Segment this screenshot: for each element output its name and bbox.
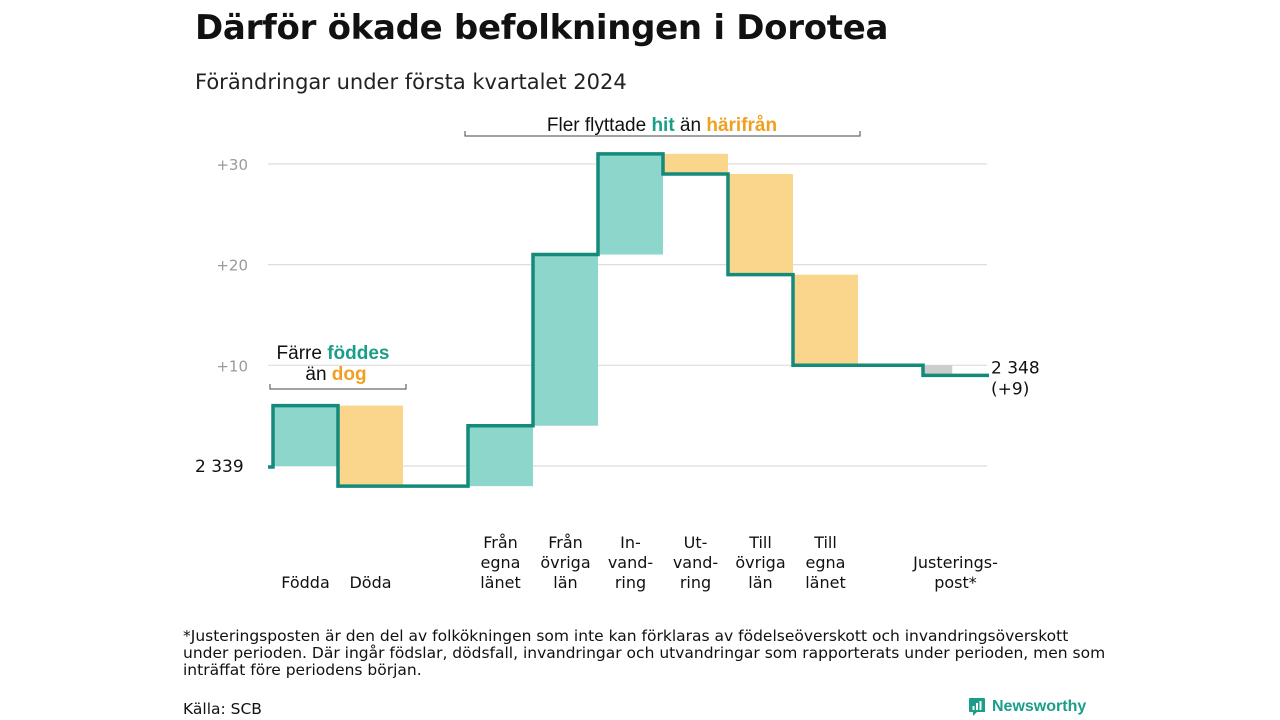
brand-name: Newsworthy	[992, 698, 1087, 715]
annotation-bracket-migration	[464, 131, 861, 137]
y-tick-label: +30	[216, 156, 248, 174]
category-label-till-egna-lanet: Till	[813, 533, 837, 552]
annotation-births-highlight: föddes	[327, 343, 389, 364]
annotation-bracket-births	[269, 384, 407, 390]
category-label-till-egna-lanet: länet	[805, 573, 846, 592]
category-label-doda: Döda	[349, 573, 391, 592]
category-label-fran-egna-lanet: Från	[483, 533, 518, 552]
category-label-utvandring: vand-	[673, 553, 718, 572]
bar-till-egna-lanet	[793, 274, 858, 366]
step-line	[268, 152, 989, 488]
y-tick-label: +10	[216, 357, 248, 375]
bar-invandring	[598, 153, 663, 255]
category-label-utvandring: Ut-	[684, 533, 708, 552]
waterfall-step-line	[268, 152, 989, 488]
svg-text:Färre föddes: Färre föddes	[277, 343, 390, 364]
category-label-fran-ovriga-lan: övriga	[540, 553, 590, 572]
start-value-label: 2 339	[195, 457, 244, 477]
annotation-deaths-text-1: än	[305, 364, 331, 385]
bars	[273, 153, 953, 487]
category-label-fran-ovriga-lan: län	[553, 573, 577, 592]
category-label-fran-ovriga-lan: Från	[548, 533, 583, 552]
category-label-invandring: ring	[615, 573, 646, 592]
category-label-fodda: Födda	[281, 573, 330, 592]
chart-title: Därför ökade befolkningen i Dorotea	[195, 8, 889, 48]
category-label-till-ovriga-lan: län	[748, 573, 772, 592]
bar-fran-ovriga-lan	[533, 254, 598, 426]
category-label-till-egna-lanet: egna	[806, 553, 846, 572]
y-tick-label: +20	[216, 257, 248, 275]
category-label-justeringspost: post*	[934, 573, 977, 592]
annotation-deaths-highlight: dog	[332, 364, 367, 385]
bar-doda	[338, 405, 403, 487]
category-label-till-ovriga-lan: övriga	[735, 553, 785, 572]
annotation-migration-highlight-harifran: härifrån	[706, 115, 777, 136]
source-text: Källa: SCB	[183, 700, 262, 718]
footnote: *Justeringsposten är den del av folkökni…	[183, 627, 1106, 679]
bar-fodda	[273, 405, 338, 466]
bar-fran-egna-lanet	[468, 425, 533, 487]
category-label-invandring: vand-	[608, 553, 653, 572]
svg-text:Fler flyttade hit än härifrån: Fler flyttade hit än härifrån	[547, 115, 777, 136]
bar-till-ovriga-lan	[728, 173, 793, 275]
annotation-births-text-1: Färre	[277, 343, 328, 364]
newsworthy-logo-icon	[969, 698, 985, 716]
category-label-invandring: In-	[620, 533, 641, 552]
bar-justeringspost	[923, 365, 953, 376]
end-value-label: 2 348	[991, 358, 1040, 378]
end-change-label: (+9)	[991, 379, 1029, 399]
category-label-till-ovriga-lan: Till	[748, 533, 772, 552]
annotation-births-deaths: Färre föddes än dog	[269, 343, 407, 390]
svg-text:än dog: än dog	[305, 364, 366, 385]
category-label-utvandring: ring	[680, 573, 711, 592]
category-label-fran-egna-lanet: länet	[480, 573, 521, 592]
category-label-fran-egna-lanet: egna	[481, 553, 521, 572]
bar-utvandring	[663, 153, 728, 174]
annotation-migration-text-1: Fler flyttade	[547, 115, 652, 136]
chart-subtitle: Förändringar under första kvartalet 2024	[195, 70, 627, 94]
newsworthy-brand: Newsworthy	[968, 697, 1086, 717]
annotation-migration: Fler flyttade hit än härifrån	[464, 115, 861, 137]
annotation-migration-text-2: än	[675, 115, 707, 136]
category-label-justeringspost: Justerings-	[912, 553, 998, 572]
annotation-migration-highlight-hit: hit	[651, 115, 675, 136]
